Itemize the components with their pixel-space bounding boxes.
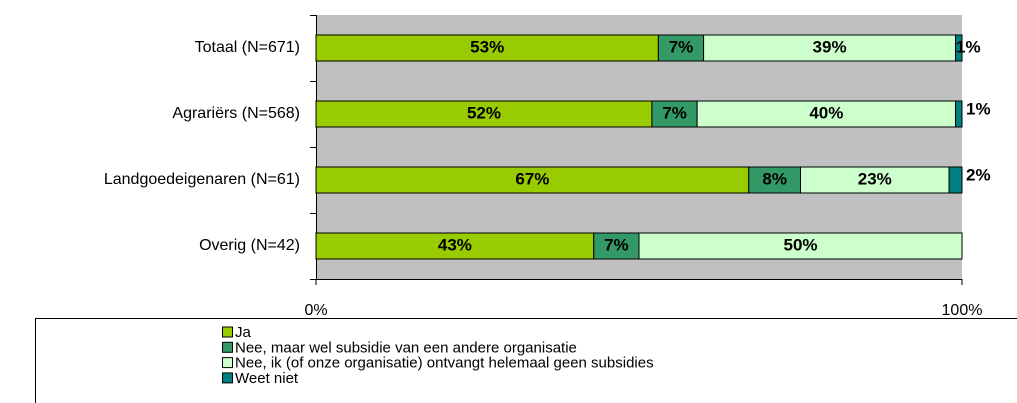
bar-segment bbox=[948, 166, 963, 194]
value-label: 39% bbox=[813, 37, 847, 56]
bar-segment bbox=[800, 166, 950, 194]
bar-segment bbox=[315, 100, 653, 128]
value-label: 67% bbox=[515, 169, 549, 188]
bar-segment bbox=[703, 34, 957, 62]
value-label: 50% bbox=[783, 235, 817, 254]
value-label: 1% bbox=[956, 37, 981, 56]
legend-label: Weet niet bbox=[235, 370, 299, 387]
legend bbox=[35, 318, 1017, 403]
legend-swatch bbox=[222, 341, 233, 353]
legend-swatch bbox=[222, 372, 233, 384]
y-tick-label: Totaal (N=671) bbox=[195, 39, 300, 56]
value-label: 40% bbox=[809, 103, 843, 122]
legend-swatch bbox=[222, 357, 233, 369]
value-label: 23% bbox=[858, 169, 892, 188]
value-label: 53% bbox=[470, 37, 504, 56]
y-tick-label: Overig (N=42) bbox=[199, 237, 300, 254]
y-tick-label: Landgoedeigenaren (N=61) bbox=[104, 171, 300, 188]
value-label: 8% bbox=[762, 169, 787, 188]
value-label: 7% bbox=[604, 235, 629, 254]
x-tick-label: 0% bbox=[304, 302, 327, 319]
value-label: 7% bbox=[662, 103, 687, 122]
bar-segment bbox=[638, 232, 963, 260]
legend-label: Nee, maar wel subsidie van een andere or… bbox=[235, 339, 577, 356]
value-label: 1% bbox=[966, 99, 991, 118]
bar-segment bbox=[315, 166, 750, 194]
bar-segment bbox=[955, 34, 963, 62]
y-tick-label: Agrariërs (N=568) bbox=[172, 105, 300, 122]
x-tick-label: 100% bbox=[942, 302, 983, 319]
value-label: 52% bbox=[467, 103, 501, 122]
value-label: 43% bbox=[438, 235, 472, 254]
legend-label: Nee, ik (of onze organisatie) ontvangt h… bbox=[235, 355, 654, 372]
legend-label: Ja bbox=[235, 324, 252, 341]
value-label: 7% bbox=[669, 37, 694, 56]
value-label: 2% bbox=[966, 165, 991, 184]
bar-segment bbox=[593, 232, 640, 260]
bar-segment bbox=[955, 100, 963, 128]
legend-swatch bbox=[222, 326, 233, 338]
